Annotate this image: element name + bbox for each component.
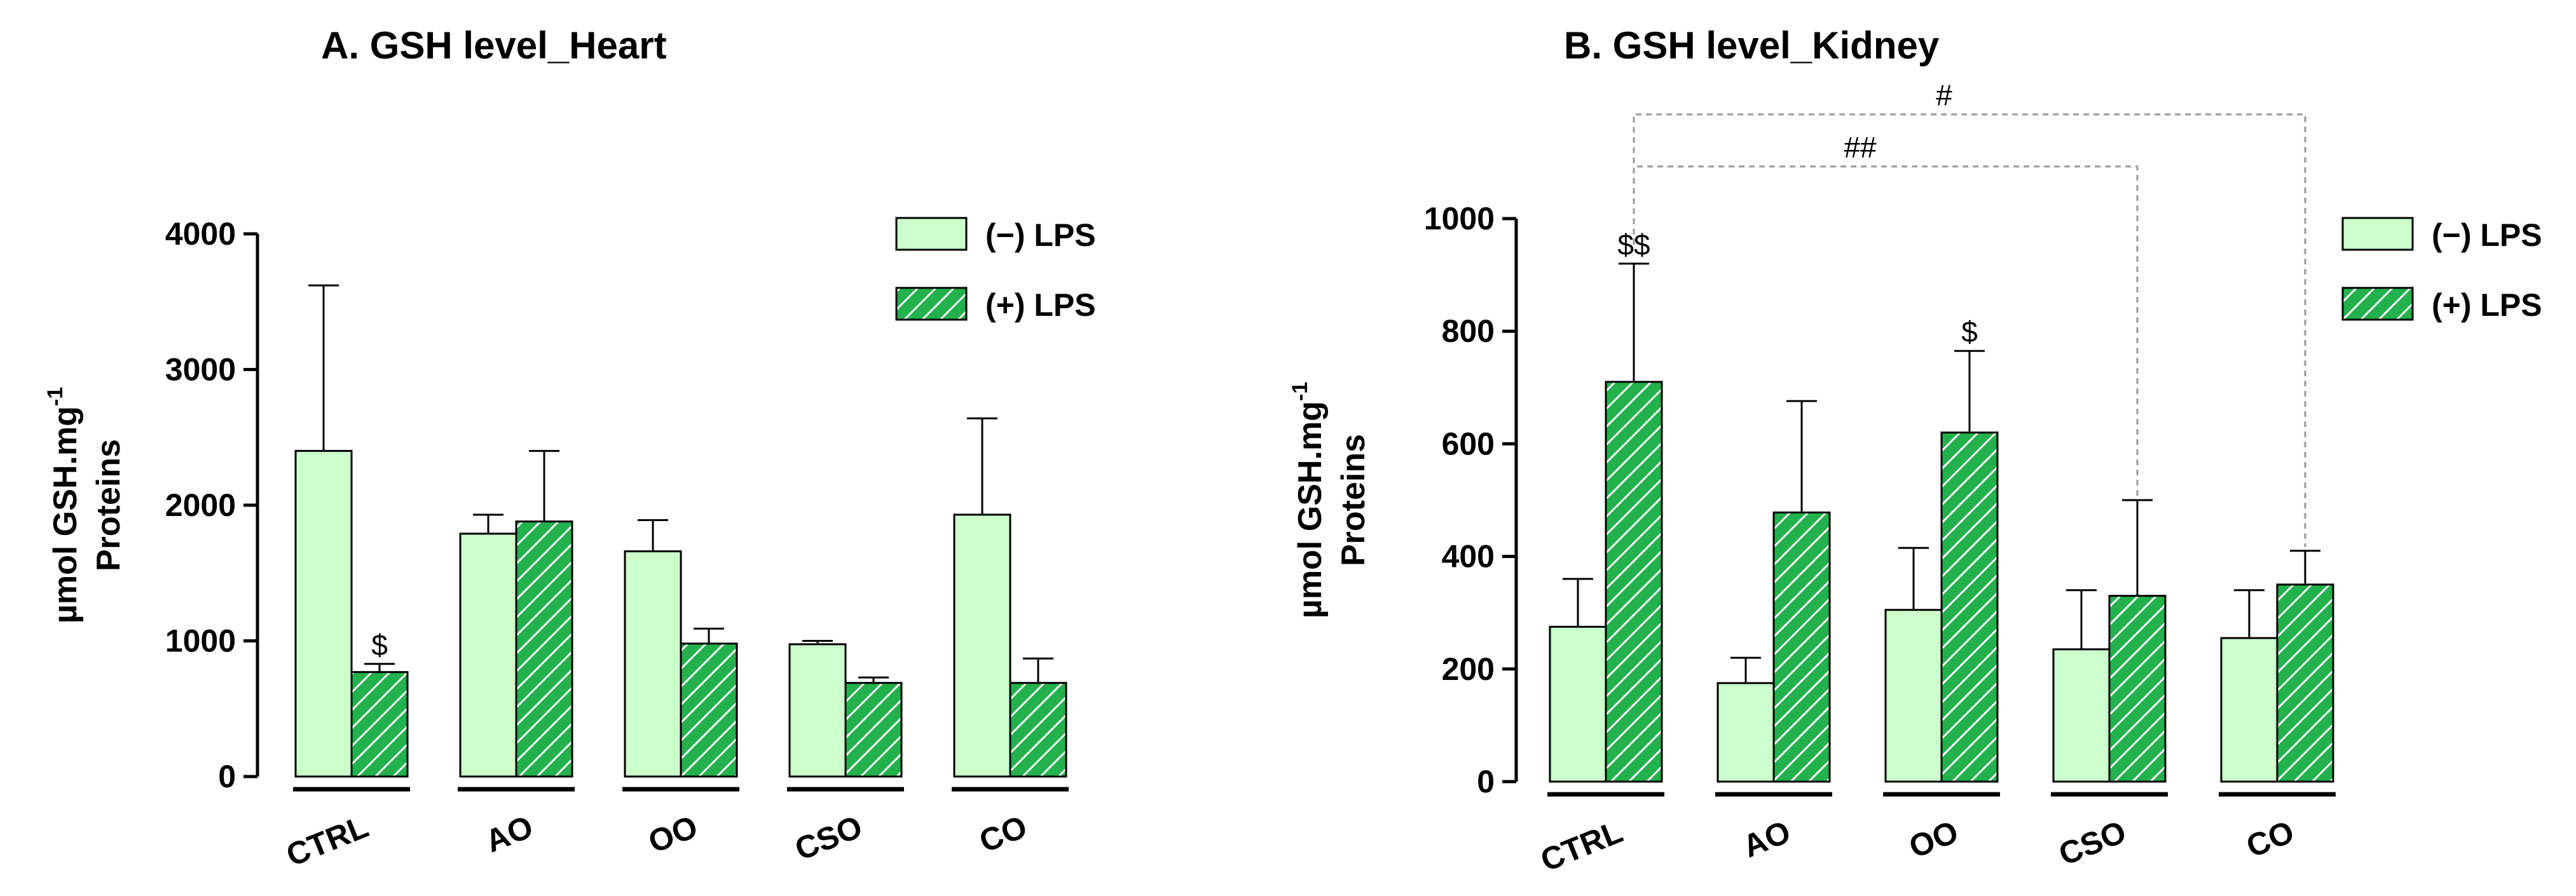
bar-neg-lps-ao	[1716, 682, 1775, 783]
bar-neg-lps-ctrl	[294, 450, 353, 778]
chart-title: B. GSH level_Kidney	[1564, 24, 1940, 67]
legend-swatch-0	[895, 217, 968, 251]
y-axis-label-superscript: -1	[43, 387, 67, 406]
y-axis-label-line1: µmol GSH.mg-1	[43, 387, 84, 623]
y-tick-label: 1000	[165, 623, 236, 659]
significance-bracket	[1633, 113, 2306, 547]
y-axis-label-superscript: -1	[1288, 382, 1312, 401]
bar-pos-lps-cso	[2108, 595, 2167, 783]
x-tick-label-cso: CSO	[2054, 813, 2131, 872]
bar-neg-lps-oo	[1884, 609, 1943, 783]
bar-pos-lps-co	[1009, 682, 1067, 778]
legend-label-1: (+) LPS	[985, 287, 1096, 323]
bar-neg-lps-cso	[788, 643, 847, 778]
y-tick-label: 0	[218, 759, 236, 794]
x-tick-label-oo: OO	[643, 808, 702, 860]
x-tick-label-ao: AO	[1738, 813, 1796, 864]
bar-pos-lps-ao	[515, 520, 573, 778]
y-axis-label-line1: µmol GSH.mg-1	[1288, 382, 1329, 618]
y-axis-label-text: µmol GSH.mg	[1292, 401, 1329, 618]
bar-pos-lps-co	[2276, 583, 2334, 783]
bracket-label: #	[1936, 79, 1952, 112]
bar-neg-lps-oo	[624, 550, 682, 778]
x-tick-label-ctrl: CTRL	[1536, 813, 1628, 878]
bar-pos-lps-oo	[680, 642, 738, 778]
y-tick-label: 200	[1442, 651, 1495, 687]
y-tick-label: 800	[1442, 313, 1495, 349]
y-axis-label-line2: Proteins	[90, 439, 127, 571]
chart-title: A. GSH level_Heart	[321, 24, 667, 67]
significance-label: $	[1961, 315, 1978, 348]
bar-pos-lps-ctrl	[1605, 381, 1663, 783]
y-tick-label: 1000	[1424, 201, 1495, 236]
legend-label-0: (−) LPS	[2432, 217, 2542, 253]
bar-neg-lps-ctrl	[1549, 625, 1607, 783]
x-tick-label-ctrl: CTRL	[282, 808, 374, 873]
bracket-label: ##	[1844, 131, 1877, 164]
y-tick-label: 600	[1442, 426, 1495, 461]
x-tick-label-ao: AO	[481, 808, 538, 859]
x-tick-label-oo: OO	[1904, 813, 1963, 865]
x-tick-label-co: CO	[2242, 813, 2299, 864]
significance-bracket	[1633, 165, 2139, 496]
legend-swatch-1	[2341, 287, 2414, 321]
y-tick-label: 0	[1477, 764, 1495, 799]
bar-neg-lps-co	[2220, 637, 2278, 783]
legend-label-1: (+) LPS	[2432, 287, 2542, 323]
bar-neg-lps-co	[953, 513, 1011, 778]
legend-label-0: (−) LPS	[985, 217, 1096, 253]
x-tick-label-cso: CSO	[790, 808, 867, 867]
y-axis-label-line2: Proteins	[1335, 434, 1372, 566]
y-tick-label: 3000	[165, 352, 236, 388]
bar-neg-lps-ao	[459, 533, 517, 778]
legend-swatch-0	[2341, 217, 2414, 251]
bar-neg-lps-cso	[2052, 648, 2111, 783]
y-tick-label: 2000	[165, 487, 236, 523]
x-tick-label-co: CO	[975, 808, 1032, 859]
significance-label: $	[371, 628, 388, 662]
bar-pos-lps-oo	[1940, 431, 1999, 783]
bar-pos-lps-cso	[844, 682, 903, 778]
y-tick-label: 4000	[165, 216, 236, 252]
bar-pos-lps-ctrl	[350, 671, 409, 778]
bar-pos-lps-ao	[1772, 511, 1831, 783]
y-tick-label: 400	[1442, 539, 1495, 574]
legend-swatch-1	[895, 287, 968, 321]
y-axis-label-text: µmol GSH.mg	[47, 406, 84, 623]
